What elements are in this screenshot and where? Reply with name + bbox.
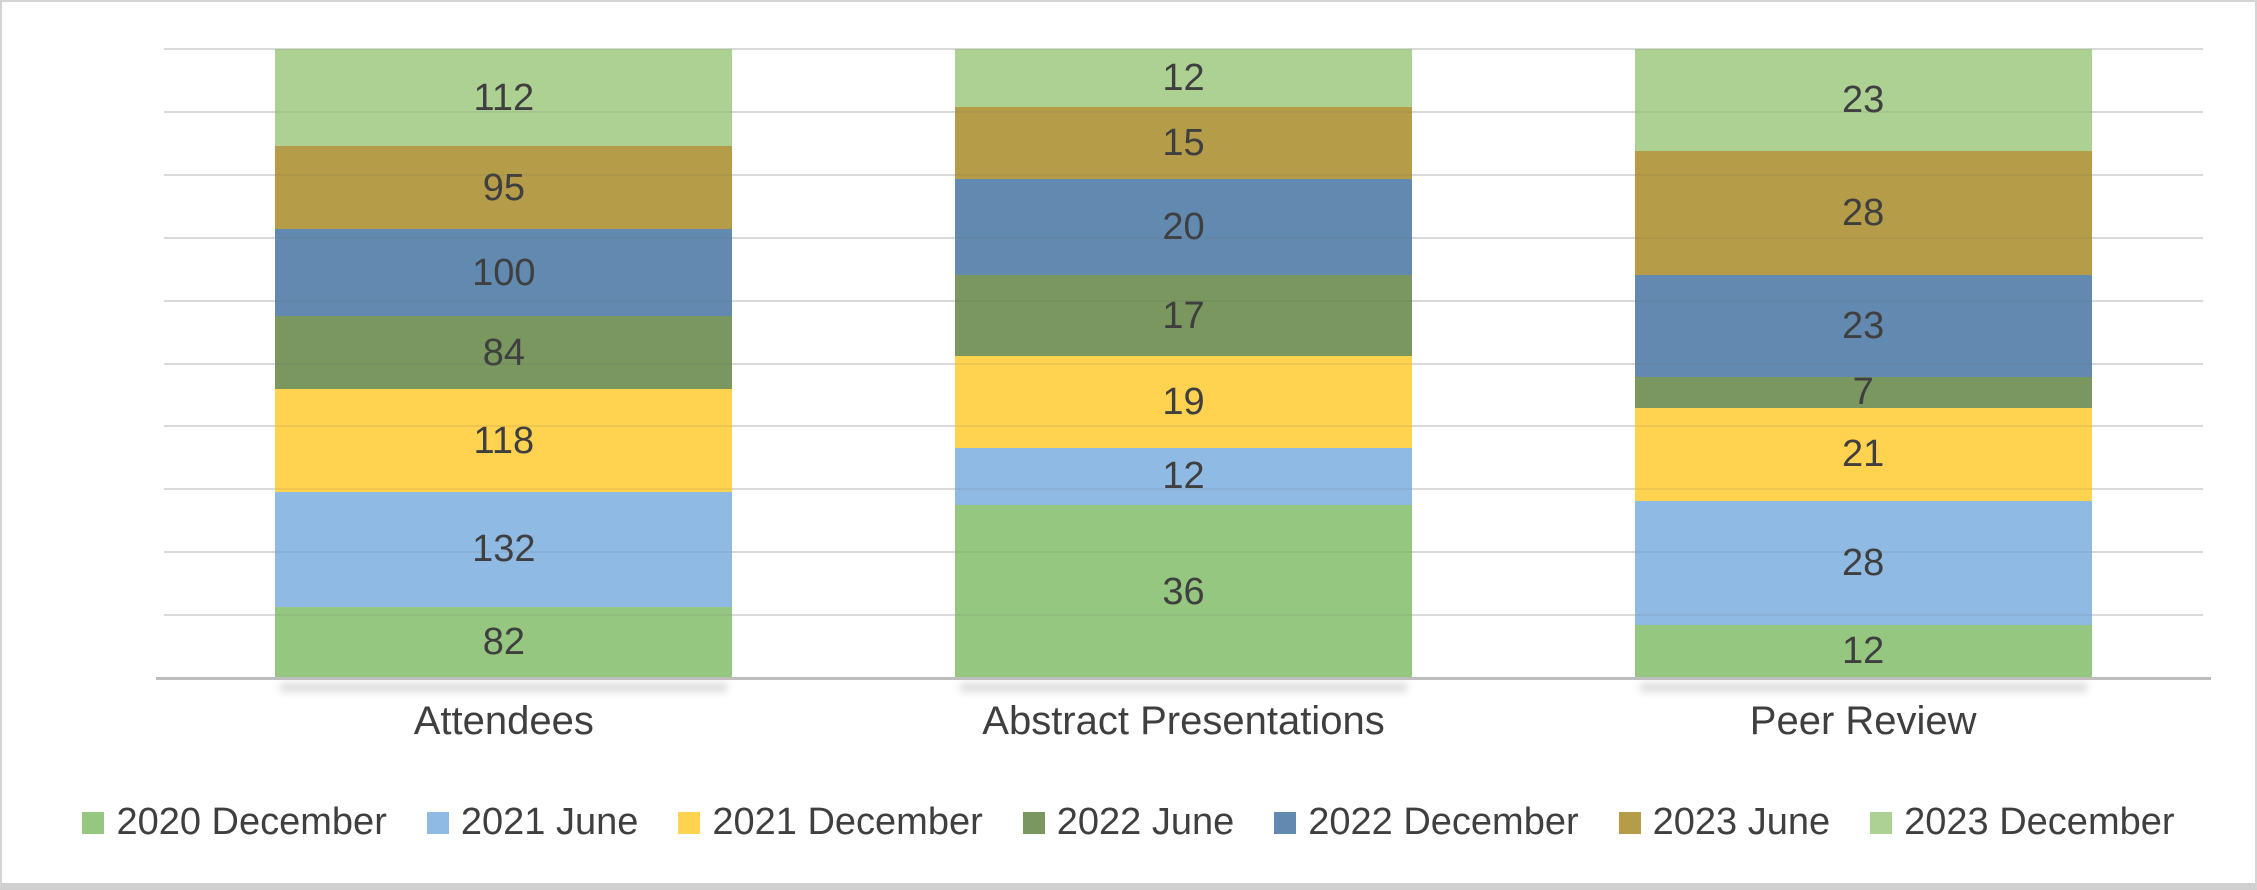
data-label: 21 [1842,433,1885,476]
legend: 2020 December 2021 June 2021 December 2022 … [2,801,2255,844]
legend-label: 2022 December [1308,801,1579,843]
data-label: 84 [482,331,525,374]
bar-segment: 112 [275,49,733,147]
data-label: 17 [1162,294,1205,337]
bar-segment: 82 [275,606,733,678]
plot-area: 82 132 118 84 100 95 112 36 12 19 17 20 15 12 12 28 21 7 2… [156,48,2211,680]
bar-segment: 118 [275,389,733,492]
data-label: 23 [1842,79,1885,121]
data-label: 12 [1842,630,1885,673]
data-label: 12 [1162,56,1205,99]
bar-attendees: 82 132 118 84 100 95 112 [275,49,733,678]
category-label: Abstract Presentations [982,699,1385,743]
legend-item-2023-june: 2023 June [1618,801,1831,844]
bar-segment: 19 [955,356,1412,448]
data-label: 118 [473,419,535,462]
gridline-overlay [164,174,2203,176]
legend-swatch-icon [1870,811,1893,834]
legend-item-2021-december: 2021 December [678,801,983,844]
bar-segment: 28 [1634,500,2092,625]
gridline-overlay [164,614,2203,616]
legend-item-2023-december: 2023 December [1870,801,2175,844]
bar-segment: 12 [1634,624,2092,678]
bar-segment: 100 [275,229,733,317]
data-label: 23 [1842,304,1885,347]
bar-segment: 7 [1634,373,2092,411]
x-axis-line [156,677,2211,680]
data-label: 36 [1162,570,1205,613]
bar-segment: 132 [275,491,733,607]
bar-segment: 17 [955,274,1412,357]
legend-swatch-icon [82,811,105,834]
legend-label: 2023 June [1652,801,1831,843]
bar-segment: 12 [955,49,1412,107]
data-label: 7 [1852,371,1874,414]
legend-swatch-icon [1618,811,1641,834]
data-label: 95 [482,166,525,209]
legend-swatch-icon [1274,811,1297,834]
data-label: 15 [1162,121,1205,164]
bar-abstract-presentations: 36 12 19 17 20 15 12 [955,49,1412,678]
gridline-overlay [164,425,2203,427]
legend-swatch-icon [426,811,449,834]
bar-segment: 12 [955,447,1412,506]
category-label: Peer Review [1749,699,1977,743]
data-label: 20 [1162,205,1205,248]
gridline-overlay [164,488,2203,490]
bar-segment: 21 [1634,407,2092,501]
legend-label: 2021 December [712,801,983,843]
data-label: 12 [1162,455,1205,498]
legend-item-2020-december: 2020 December [82,801,387,844]
legend-label: 2023 December [1904,801,2175,843]
legend-item-2022-june: 2022 June [1022,801,1235,844]
bar-segment: 36 [955,505,1412,678]
data-label: 112 [473,76,535,119]
data-label: 132 [472,528,536,571]
gridline-overlay [164,237,2203,239]
bar-peer-review: 12 28 21 7 23 28 23 [1634,49,2092,678]
legend-label: 2021 June [460,801,639,843]
gridline-overlay [164,111,2203,113]
category-label: Attendees [413,699,594,743]
data-label: 19 [1162,380,1205,423]
bar-segment: 23 [1634,49,2092,151]
gridline-overlay [164,363,2203,365]
bar-segment: 20 [955,178,1412,275]
legend-label: 2020 December [116,801,387,843]
legend-swatch-icon [678,811,701,834]
data-label: 82 [482,621,525,664]
data-label: 100 [472,251,536,294]
bar-segment: 15 [955,106,1412,179]
legend-swatch-icon [1022,811,1045,834]
bar-segment: 23 [1634,274,2092,377]
legend-item-2021-june: 2021 June [426,801,639,844]
legend-label: 2022 June [1056,801,1235,843]
gridline-overlay [164,48,2203,50]
bar-segment: 84 [275,316,733,390]
legend-item-2022-december: 2022 December [1274,801,1579,844]
data-label: 28 [1842,541,1885,584]
bar-segment: 28 [1634,150,2092,275]
gridline-overlay [164,551,2203,553]
bar-segment: 95 [275,146,733,230]
gridline-overlay [164,300,2203,302]
data-label: 28 [1842,191,1885,234]
